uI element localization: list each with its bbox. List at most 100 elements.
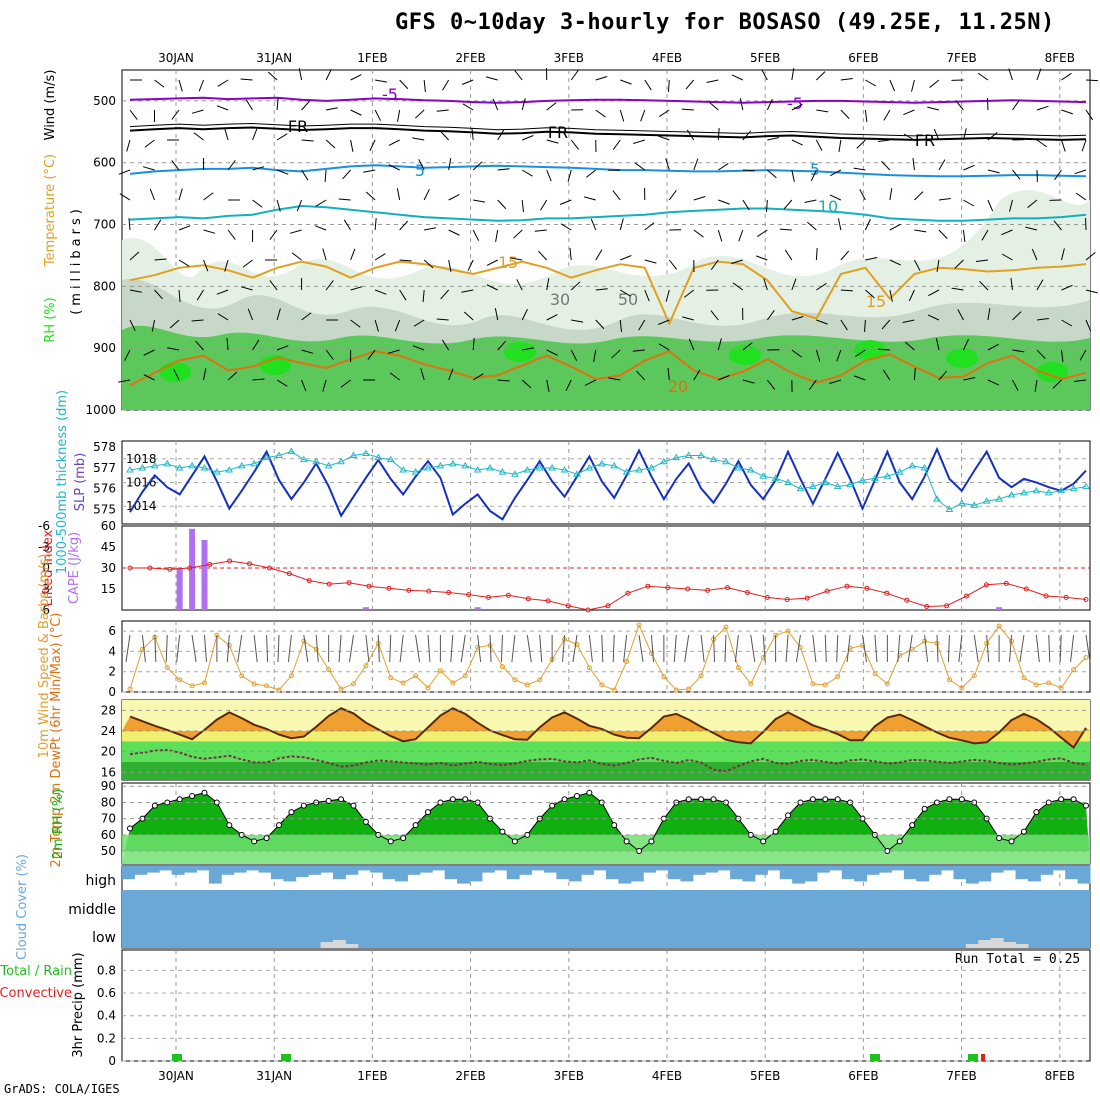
wind-barb	[840, 250, 850, 261]
high-cloud-bar	[1052, 866, 1066, 871]
wind-barb	[928, 289, 940, 297]
wind-barb	[245, 99, 253, 111]
thickness-point	[833, 482, 842, 490]
wind-barb	[521, 379, 532, 389]
wind-barb	[129, 251, 140, 261]
wind-barb	[442, 79, 450, 91]
thickness-point	[138, 464, 147, 471]
wind-barb-10m	[489, 634, 492, 663]
wind-barb-10m	[601, 634, 604, 663]
upper-air-ylabel: Temperature (°C)	[43, 154, 58, 267]
wind-barb	[154, 289, 163, 300]
rh-point	[909, 822, 916, 829]
low-cloud-bar	[965, 944, 979, 948]
cape-bar	[362, 607, 369, 610]
wind-speed-point	[127, 686, 133, 692]
wind-barb	[171, 109, 180, 120]
rh-point	[424, 809, 431, 816]
wind-barb	[325, 280, 334, 291]
high-cloud-bar	[184, 866, 197, 873]
wind-barb	[267, 71, 278, 81]
wind-barb-10m	[315, 634, 319, 663]
lifted-index-point	[625, 590, 631, 596]
lifted-index-point	[187, 565, 193, 571]
wind-barb	[363, 169, 376, 173]
wind-barb	[343, 219, 352, 231]
thickness-point	[846, 480, 854, 488]
wind-barb	[448, 368, 454, 381]
wind-barb	[657, 319, 670, 325]
high-cloud-bar	[854, 866, 868, 882]
high-cloud-bar	[816, 866, 830, 873]
wind-barb	[497, 379, 510, 382]
wind-barb	[314, 225, 327, 231]
wind-barb	[203, 259, 209, 272]
thickness-point	[920, 464, 929, 471]
precip-tick-label: 0.8	[97, 963, 116, 977]
wind-barb-10m	[897, 634, 901, 663]
wind-speed-point	[164, 665, 170, 671]
wind-barb	[1001, 253, 1013, 261]
wind-barb	[619, 319, 623, 332]
wind-barb	[987, 308, 991, 321]
wind-barb	[570, 69, 579, 81]
wind-barb	[567, 169, 572, 182]
thickness-point	[498, 468, 507, 475]
wind-barb	[247, 308, 254, 321]
lifted-index-point	[1063, 594, 1069, 600]
wind-barb	[124, 349, 131, 361]
wind-barb	[375, 79, 388, 83]
rh-band	[122, 851, 1090, 864]
wind-barb	[853, 375, 866, 381]
wind-barb-10m	[338, 634, 342, 663]
wind-barb	[350, 319, 361, 328]
wind-barb	[808, 379, 817, 391]
wind-barb-10m	[713, 634, 716, 663]
top-date-label: 4FEB	[652, 51, 682, 65]
wind-barb	[1052, 379, 1062, 389]
wind-barb	[399, 79, 409, 90]
wind-barb	[1061, 248, 1065, 261]
isotherm-20	[129, 350, 1087, 387]
wind-barb	[350, 248, 356, 261]
high-cloud-bar	[742, 866, 756, 882]
slp-tick-label: 1014	[126, 499, 157, 513]
bottom-date-label: 6FEB	[848, 1069, 878, 1083]
wind-barb	[472, 373, 484, 381]
wind-speed-point	[661, 674, 667, 680]
wind-barb	[342, 169, 351, 180]
thickness-point	[448, 459, 457, 467]
rh-point	[151, 802, 158, 809]
cloud-level-label: low	[92, 930, 116, 946]
lifted-index-point	[705, 587, 711, 593]
thickness-point	[808, 482, 817, 490]
wind-barb	[1061, 319, 1073, 327]
high-cloud-bar	[606, 866, 619, 880]
top-date-label: 31JAN	[256, 51, 292, 65]
high-cloud-bar	[320, 866, 334, 873]
wind-barb	[908, 289, 915, 302]
wind-barb	[546, 102, 557, 111]
high-cloud-bar	[804, 866, 818, 882]
wind-barb	[291, 252, 302, 261]
lifted-index-point	[306, 578, 312, 584]
wind-barb	[276, 345, 289, 351]
wind-barb	[933, 128, 940, 141]
wind-tick-label: 6	[108, 624, 116, 638]
wind-barb	[644, 289, 650, 302]
wind-barb	[151, 319, 156, 332]
wind-speed-point	[723, 624, 729, 630]
wind-speed-point	[698, 673, 704, 679]
wind-barb-10m	[389, 634, 392, 663]
wind-speed-point	[748, 681, 754, 687]
wind-barb	[463, 311, 474, 321]
high-cloud-bar	[308, 866, 322, 875]
wind-barb	[252, 128, 258, 141]
wind-barb	[806, 221, 817, 231]
wind-barb	[975, 259, 989, 262]
rh-point	[785, 812, 792, 819]
wind-barb	[397, 109, 401, 122]
thickness-point	[622, 468, 631, 475]
wind-barb	[516, 279, 523, 291]
wind-barb	[203, 368, 207, 381]
